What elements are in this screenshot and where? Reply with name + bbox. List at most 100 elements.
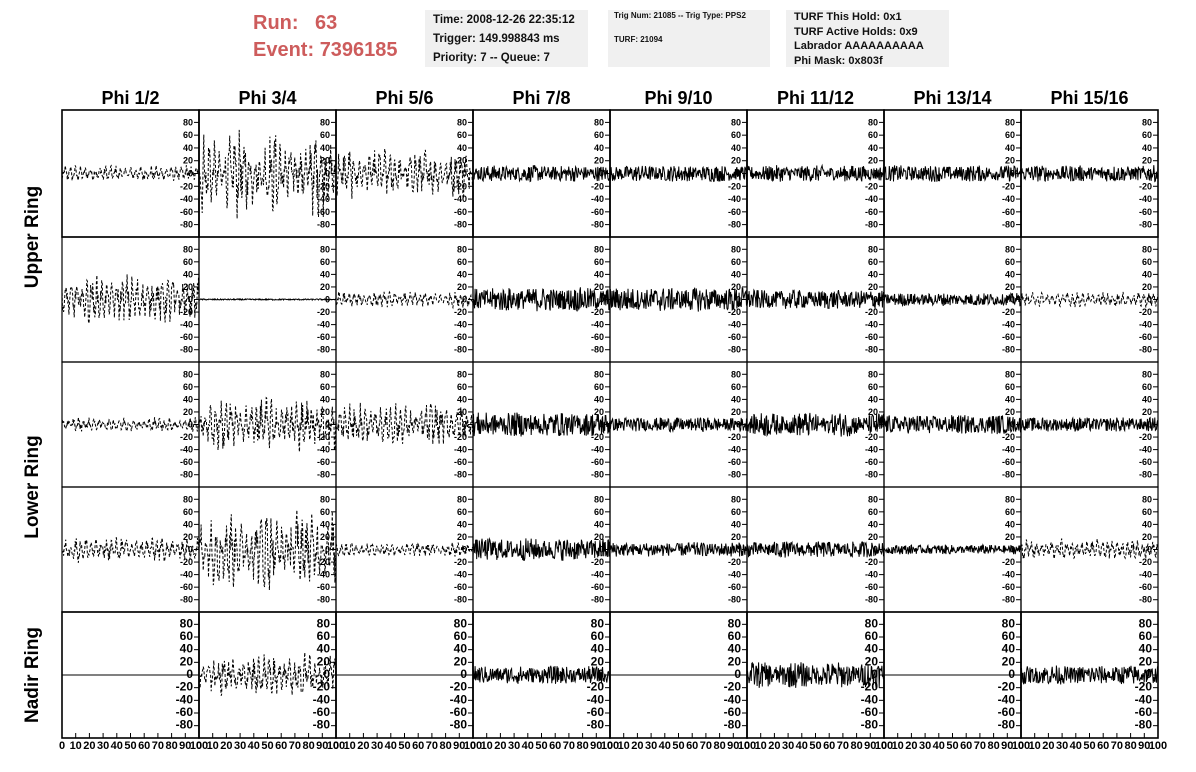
waveform-trace — [1020, 416, 1159, 433]
y-tick-label: 0 — [462, 545, 467, 555]
y-tick-label: 80 — [1142, 244, 1152, 254]
y-tick-label: 0 — [1147, 545, 1152, 555]
y-tick-label: 60 — [594, 130, 604, 140]
y-tick-label: -40 — [317, 570, 330, 580]
y-tick-label: 20 — [317, 654, 331, 668]
x-tick-label: 70 — [289, 740, 301, 752]
x-tick-label: 100 — [327, 740, 345, 752]
waveform-trace — [198, 396, 337, 452]
y-tick-label: -80 — [728, 470, 741, 480]
waveform-trace — [61, 274, 200, 324]
y-tick-label: -80 — [1002, 220, 1015, 230]
run-block: Run: 63 Event: 7396185 — [253, 10, 398, 64]
y-tick-label: -80 — [317, 595, 330, 605]
y-tick-label: 80 — [320, 244, 330, 254]
x-tick-label: 20 — [768, 740, 780, 752]
x-tick-label: 20 — [220, 740, 232, 752]
x-tick-label: 20 — [631, 740, 643, 752]
y-tick-label: -40 — [728, 445, 741, 455]
y-tick-label: -80 — [317, 345, 330, 355]
y-tick-label: -80 — [591, 220, 604, 230]
y-tick-label: 20 — [1142, 156, 1152, 166]
y-tick-label: 80 — [868, 117, 878, 127]
x-tick-label: 100 — [190, 740, 208, 752]
y-tick-label: -20 — [728, 432, 741, 442]
x-tick-label: 40 — [385, 740, 397, 752]
y-tick-label: 40 — [1142, 269, 1152, 279]
y-tick-label: 60 — [594, 257, 604, 267]
x-tick-label: 80 — [576, 740, 588, 752]
y-tick-label: 80 — [594, 244, 604, 254]
x-tick-label: 30 — [508, 740, 520, 752]
y-tick-label: 60 — [457, 382, 467, 392]
panel-frame — [61, 361, 200, 488]
x-tick-label: 30 — [234, 740, 246, 752]
event-value: 7396185 — [319, 39, 398, 61]
y-tick-label: 60 — [1142, 130, 1152, 140]
x-tick-label: 70 — [563, 740, 575, 752]
y-tick-label: -20 — [865, 181, 878, 191]
column-header: Phi 1/2 — [101, 88, 159, 108]
x-tick-label: 20 — [494, 740, 506, 752]
y-tick-label: 60 — [320, 130, 330, 140]
x-tick-label: 100 — [464, 740, 482, 752]
x-tick-label: 0 — [744, 740, 750, 752]
y-tick-label: 40 — [320, 143, 330, 153]
y-tick-label: 0 — [1147, 295, 1152, 305]
waveform-trace — [883, 543, 1022, 555]
waveform-trace — [198, 652, 337, 696]
y-tick-label: 40 — [457, 394, 467, 404]
y-tick-label: 20 — [1139, 654, 1153, 668]
y-tick-label: 0 — [1010, 545, 1015, 555]
y-tick-label: 40 — [731, 143, 741, 153]
y-tick-label: 40 — [868, 394, 878, 404]
y-tick-label: -80 — [180, 345, 193, 355]
x-tick-label: 60 — [549, 740, 561, 752]
y-tick-label: -20 — [1002, 432, 1015, 442]
y-tick-label: -80 — [180, 220, 193, 230]
y-tick-label: 60 — [731, 507, 741, 517]
x-tick-label: 100 — [601, 740, 619, 752]
y-tick-label: -80 — [1002, 470, 1015, 480]
y-tick-label: 0 — [325, 295, 330, 305]
y-tick-label: -20 — [317, 557, 330, 567]
y-tick-label: 60 — [1005, 130, 1015, 140]
y-tick-label: 40 — [183, 519, 193, 529]
y-tick-label: -80 — [1135, 718, 1153, 732]
y-tick-label: -60 — [861, 705, 879, 719]
x-tick-label: 30 — [645, 740, 657, 752]
y-tick-label: -20 — [450, 680, 468, 694]
y-tick-label: 20 — [594, 407, 604, 417]
x-tick-label: 100 — [875, 740, 893, 752]
waveform-trace — [472, 412, 611, 437]
ring-label: Upper Ring — [22, 186, 43, 288]
y-tick-label: 40 — [1139, 642, 1153, 656]
y-tick-label: 80 — [1002, 616, 1016, 630]
y-tick-label: 80 — [183, 369, 193, 379]
y-tick-label: 20 — [731, 407, 741, 417]
y-tick-label: 40 — [454, 642, 468, 656]
waveform-trace — [609, 286, 748, 312]
y-tick-label: 40 — [594, 394, 604, 404]
y-tick-label: -80 — [587, 718, 605, 732]
column-header: Phi 15/16 — [1050, 88, 1128, 108]
y-tick-label: 0 — [323, 667, 330, 681]
x-tick-label: 30 — [371, 740, 383, 752]
y-tick-label: -40 — [454, 320, 467, 330]
y-tick-label: 80 — [1005, 117, 1015, 127]
y-tick-label: 60 — [183, 382, 193, 392]
y-tick-label: 20 — [454, 654, 468, 668]
y-tick-label: 20 — [1005, 282, 1015, 292]
y-tick-label: 20 — [594, 282, 604, 292]
y-tick-label: -60 — [180, 207, 193, 217]
y-tick-label: 20 — [594, 532, 604, 542]
x-tick-label: 60 — [275, 740, 287, 752]
y-tick-label: 60 — [457, 507, 467, 517]
y-tick-label: 20 — [320, 156, 330, 166]
y-tick-label: 80 — [180, 616, 194, 630]
panel-frame — [61, 236, 200, 363]
y-tick-label: 0 — [462, 295, 467, 305]
y-tick-label: -60 — [176, 705, 194, 719]
y-tick-label: -80 — [176, 718, 194, 732]
y-tick-label: 0 — [460, 667, 467, 681]
